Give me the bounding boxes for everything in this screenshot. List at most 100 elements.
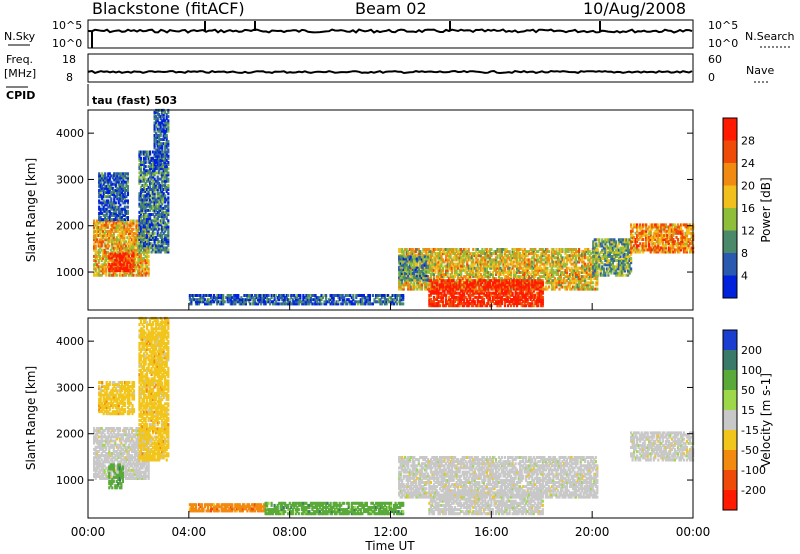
heatmap-cell	[141, 269, 144, 273]
heatmap-cell	[144, 208, 147, 212]
heatmap-cell	[106, 232, 109, 235]
heatmap-cell	[112, 234, 115, 238]
heatmap-cell	[108, 273, 111, 277]
heatmap-cell	[126, 209, 129, 213]
heatmap-cell	[100, 257, 103, 260]
heatmap-cell	[121, 267, 124, 270]
heatmap-cell	[473, 300, 476, 304]
heatmap-cell	[146, 208, 149, 212]
heatmap-cell	[146, 235, 149, 239]
heatmap-cell	[96, 257, 99, 260]
heatmap-cell	[124, 248, 127, 252]
heatmap-cell	[147, 246, 150, 250]
heatmap-cell	[109, 273, 112, 277]
heatmap-cell	[111, 238, 114, 242]
heatmap-cell	[130, 267, 134, 270]
heatmap-cell	[126, 254, 129, 258]
heatmap-cell	[99, 246, 102, 250]
heatmap-cell	[132, 246, 135, 250]
heatmap-cell	[111, 252, 114, 256]
heatmap-cell	[546, 266, 549, 270]
heatmap-cell	[94, 252, 97, 256]
heatmap-cell	[100, 248, 103, 252]
heatmap-cell	[118, 223, 121, 227]
heatmap-cell	[120, 252, 123, 256]
heatmap-cell	[138, 177, 141, 181]
heatmap-cell	[124, 232, 127, 235]
heatmap-cell	[117, 254, 120, 258]
heatmap-cell	[102, 252, 105, 256]
heatmap-cell	[121, 229, 124, 233]
heatmap-cell	[139, 200, 143, 204]
heatmap-cell	[141, 163, 144, 166]
date-title: 10/Aug/2008	[583, 0, 686, 18]
heatmap-cell	[138, 181, 141, 185]
heatmap-cell	[99, 234, 102, 238]
heatmap-cell	[130, 227, 134, 231]
heatmap-cell	[141, 188, 144, 191]
heatmap-cell	[126, 258, 129, 262]
heatmap-cell	[561, 248, 564, 251]
heatmap-cell	[126, 267, 129, 270]
heatmap-cell	[143, 233, 146, 237]
heatmap-cell	[118, 269, 121, 272]
heatmap-cell	[102, 271, 105, 275]
heatmap-cell	[127, 232, 130, 235]
heatmap-cell	[139, 208, 143, 212]
heatmap-cell	[93, 263, 96, 267]
heatmap-cell	[94, 221, 97, 225]
heatmap-cell	[112, 267, 115, 270]
heatmap-cell	[123, 265, 126, 269]
heatmap-cell	[126, 184, 129, 188]
heatmap-cell	[139, 238, 143, 241]
heatmap-cell	[139, 167, 143, 171]
heatmap-cell	[108, 238, 111, 242]
heatmap-cell	[130, 250, 134, 254]
heatmap-cell	[147, 263, 150, 267]
heatmap-cell	[124, 227, 127, 231]
heatmap-cell	[147, 225, 150, 229]
heatmap-cell	[121, 262, 124, 266]
heatmap-cell	[141, 221, 144, 225]
heatmap-cell	[167, 154, 170, 158]
nsky-tick-bottom: 10^0	[52, 37, 82, 50]
heatmap-cell	[123, 248, 126, 252]
heatmap-cell	[103, 252, 106, 256]
heatmap-cell	[139, 206, 143, 210]
nave-label: Nave	[746, 64, 774, 77]
heatmap-cell	[127, 246, 130, 250]
heatmap-cell	[136, 229, 140, 233]
heatmap-cell	[120, 227, 123, 231]
heatmap-cell	[132, 234, 135, 238]
heatmap-cell	[167, 177, 170, 181]
heatmap-cell	[146, 259, 149, 263]
heatmap-cell	[139, 242, 143, 246]
heatmap-cell	[591, 281, 594, 285]
heatmap-cell	[126, 269, 129, 272]
heatmap-cell	[118, 256, 121, 260]
heatmap-cell	[139, 219, 143, 223]
heatmap-cell	[139, 265, 143, 269]
heatmap-cell	[123, 252, 126, 256]
heatmap-cell	[109, 238, 112, 242]
heatmap-cell	[144, 169, 147, 173]
heatmap-cell	[123, 223, 126, 227]
heatmap-cell	[120, 250, 123, 254]
heatmap-cell	[105, 223, 108, 227]
heatmap-cell	[138, 167, 141, 171]
heatmap-cell	[120, 225, 123, 229]
heatmap-cell	[121, 260, 124, 264]
heatmap-cell	[114, 229, 117, 233]
heatmap-cell	[141, 190, 144, 194]
heatmap-cell	[118, 273, 121, 277]
heatmap-cell	[112, 238, 115, 242]
heatmap-cell	[144, 160, 147, 164]
heatmap-cell	[146, 150, 149, 154]
heatmap-cell	[109, 248, 112, 252]
heatmap-cell	[143, 165, 146, 169]
heatmap-cell	[100, 238, 103, 242]
heatmap-cell	[139, 271, 143, 275]
heatmap-cell	[103, 265, 106, 269]
heatmap-cell	[103, 248, 106, 252]
heatmap-cell	[144, 188, 147, 191]
